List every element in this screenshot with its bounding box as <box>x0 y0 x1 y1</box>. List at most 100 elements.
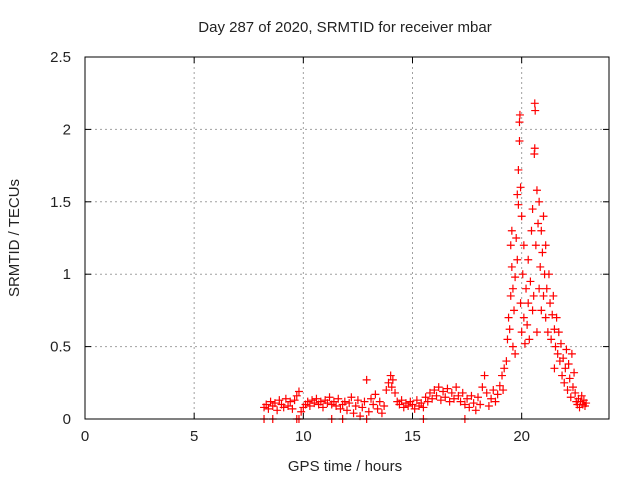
data-point-marker <box>539 291 548 300</box>
data-point-marker <box>558 371 567 380</box>
data-point-marker <box>373 404 382 413</box>
data-point-marker <box>524 255 533 264</box>
data-point-marker <box>305 401 314 410</box>
data-point-marker <box>553 349 562 358</box>
data-point-marker <box>281 394 290 403</box>
grid-lines <box>85 57 609 419</box>
data-point-marker <box>292 391 301 400</box>
data-point-marker <box>527 226 536 235</box>
data-point-marker <box>507 226 516 235</box>
data-point-marker <box>443 384 452 393</box>
data-points <box>260 99 591 423</box>
data-point-marker <box>284 401 293 410</box>
chart-title: Day 287 of 2020, SRMTID for receiver mba… <box>198 19 491 36</box>
data-point-marker <box>512 234 521 242</box>
x-tick-label: 10 <box>295 428 312 445</box>
data-point-marker <box>489 386 498 395</box>
data-point-marker <box>515 118 524 127</box>
data-point-marker <box>541 313 550 322</box>
data-point-marker <box>513 190 522 199</box>
data-point-marker <box>562 345 571 354</box>
data-point-marker <box>465 403 474 412</box>
data-point-marker <box>404 401 413 410</box>
data-point-marker <box>275 396 284 405</box>
data-point-marker <box>528 205 537 214</box>
data-point-marker <box>441 393 450 402</box>
data-point-marker <box>467 391 476 400</box>
data-point-marker <box>387 383 396 392</box>
data-point-marker <box>476 400 485 409</box>
data-point-marker <box>491 397 500 406</box>
data-point-marker <box>538 248 547 257</box>
data-point-marker <box>288 404 297 413</box>
data-point-marker <box>516 183 525 192</box>
data-point-marker <box>500 364 509 373</box>
data-point-marker <box>471 406 480 415</box>
data-point-marker <box>364 407 373 416</box>
data-point-marker <box>556 339 565 348</box>
y-tick-label: 0.5 <box>50 339 71 356</box>
data-point-marker <box>493 390 502 399</box>
data-point-marker <box>279 403 288 412</box>
data-point-marker <box>582 399 591 408</box>
x-tick-label: 15 <box>404 428 421 445</box>
data-point-marker <box>537 306 546 315</box>
data-point-marker <box>508 284 517 293</box>
data-point-marker <box>417 399 426 408</box>
data-point-marker <box>506 291 515 300</box>
data-point-marker <box>513 255 522 264</box>
data-point-marker <box>484 401 493 410</box>
data-point-marker <box>511 273 520 282</box>
data-point-marker <box>375 397 384 406</box>
data-point-marker <box>382 386 391 395</box>
data-point-marker <box>542 284 551 293</box>
x-tick-label: 20 <box>513 428 530 445</box>
data-point-marker <box>474 393 482 402</box>
data-point-marker <box>550 325 559 334</box>
data-point-marker <box>367 394 376 403</box>
y-tick-label: 2.5 <box>50 49 71 66</box>
data-point-marker <box>316 397 325 406</box>
data-point-marker <box>552 313 561 322</box>
data-point-marker <box>530 150 539 159</box>
data-point-marker <box>539 212 548 221</box>
data-point-marker <box>524 299 533 308</box>
data-point-marker <box>425 388 434 397</box>
y-tick-label: 1.5 <box>50 194 71 211</box>
data-point-marker <box>388 375 397 384</box>
y-tick-label: 2 <box>63 121 71 138</box>
data-point-marker <box>412 396 421 405</box>
data-point-marker <box>570 368 579 377</box>
data-point-marker <box>349 409 358 418</box>
data-point-marker <box>371 390 380 399</box>
data-point-marker <box>535 284 544 293</box>
data-point-marker <box>386 371 395 380</box>
data-point-marker <box>530 99 539 108</box>
data-point-marker <box>568 383 577 392</box>
x-tick-label: 0 <box>81 428 89 445</box>
data-point-marker <box>384 378 393 387</box>
data-point-marker <box>511 349 520 358</box>
data-point-marker <box>499 386 508 395</box>
data-point-marker <box>336 404 345 413</box>
data-point-marker <box>563 386 572 395</box>
x-tick-label: 5 <box>190 428 198 445</box>
data-point-marker <box>343 406 351 415</box>
data-point-marker <box>515 136 524 145</box>
data-point-marker <box>408 400 417 409</box>
data-point-marker <box>262 400 271 409</box>
data-point-marker <box>567 349 576 358</box>
data-point-marker <box>454 391 463 400</box>
data-point-marker <box>531 106 540 115</box>
data-point-marker <box>297 407 306 416</box>
data-point-marker <box>264 404 273 413</box>
data-point-marker <box>566 393 575 402</box>
data-point-marker <box>537 226 546 235</box>
data-point-marker <box>362 375 371 384</box>
data-point-marker <box>523 320 532 329</box>
data-point-marker <box>399 403 408 412</box>
data-point-marker <box>294 387 303 396</box>
data-point-marker <box>345 399 354 408</box>
data-point-marker <box>351 401 360 410</box>
